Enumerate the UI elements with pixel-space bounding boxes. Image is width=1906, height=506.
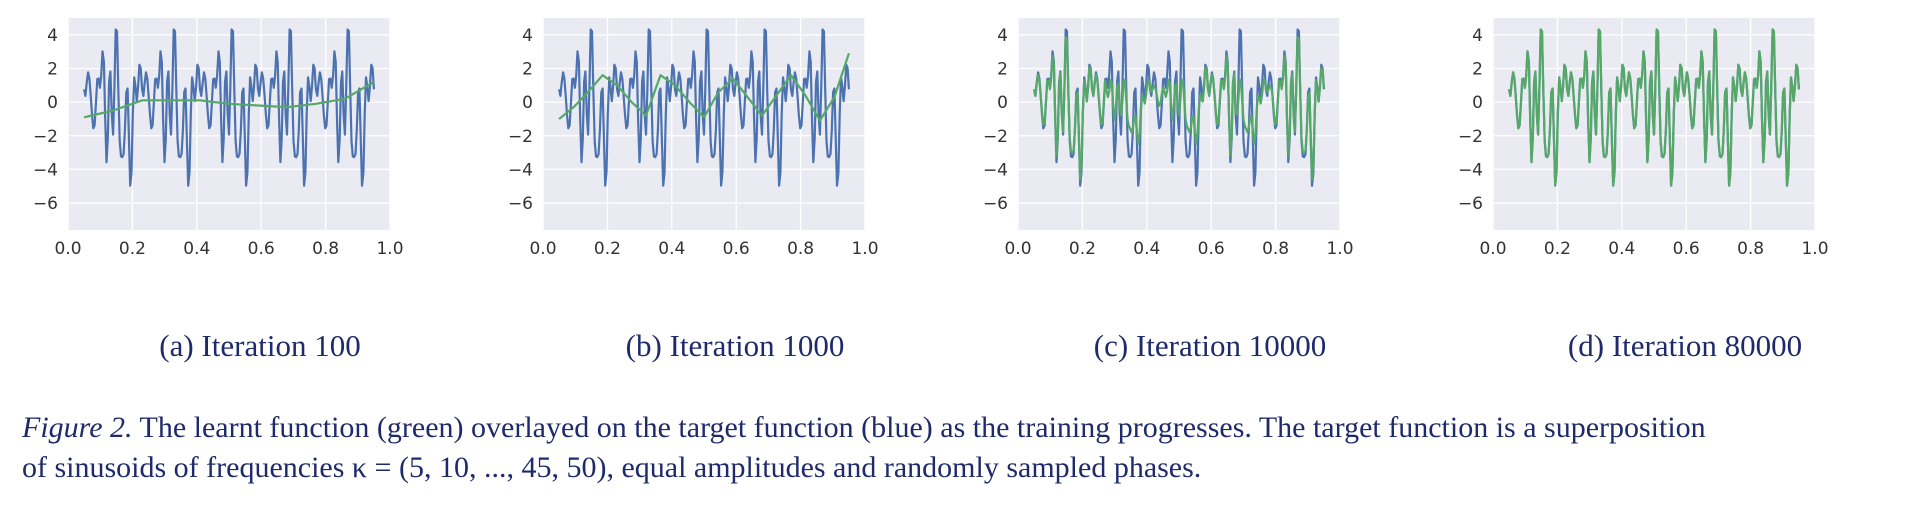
x-tick-label: 0.4	[1133, 239, 1160, 259]
chart-b: 0.0 0.2 0.4 0.6 0.8 1.0 4 2 0 −2 −4 −6	[508, 18, 879, 259]
y-tick-label: 2	[1472, 59, 1483, 79]
y-tick-label: 2	[47, 59, 58, 79]
chart-c: 0.0 0.2 0.4 0.6 0.8 1.0 4 2 0 −2 −4 −6	[983, 18, 1354, 259]
y-tick-label: −2	[508, 127, 533, 147]
chart-d: 0.0 0.2 0.4 0.6 0.8 1.0 4 2 0 −2 −4 −6	[1458, 18, 1829, 259]
x-tick-label: 0.6	[1673, 239, 1700, 259]
subcaption-b: (b) Iteration 1000	[625, 328, 845, 363]
chart-a: 0.0 0.2 0.4 0.6 0.8 1.0 4 2 0 −2 −4 −6	[33, 18, 404, 259]
x-tick-label: 0.4	[658, 239, 685, 259]
y-tick-label: −2	[983, 127, 1008, 147]
y-tick-label: 2	[522, 59, 533, 79]
x-tick-label: 0.0	[54, 239, 81, 259]
learnt-function-line	[1033, 36, 1325, 181]
x-tick-label: 0.8	[1737, 239, 1764, 259]
figure-label: Figure 2.	[22, 411, 133, 444]
y-tick-label: 0	[1472, 93, 1483, 113]
figure-caption-line2: of sinusoids of frequencies κ = (5, 10, …	[22, 451, 1202, 484]
y-tick-label: −4	[983, 160, 1008, 180]
target-function-line	[83, 28, 375, 187]
y-tick-label: 4	[997, 26, 1008, 46]
y-tick-label: 0	[47, 93, 58, 113]
y-tick-label: −4	[33, 160, 58, 180]
x-tick-label: 0.8	[787, 239, 814, 259]
x-tick-label: 1.0	[1801, 239, 1828, 259]
y-tick-label: −6	[33, 194, 58, 214]
x-tick-label: 0.2	[119, 239, 146, 259]
y-tick-label: −2	[1458, 127, 1483, 147]
learnt-function-line	[558, 52, 850, 122]
y-tick-label: −6	[1458, 194, 1483, 214]
x-tick-label: 1.0	[1326, 239, 1353, 259]
y-tick-label: −6	[983, 194, 1008, 214]
y-tick-label: −2	[33, 127, 58, 147]
learnt-function-line	[83, 80, 375, 119]
subcaption-a: (a) Iteration 100	[159, 328, 361, 363]
y-tick-label: 0	[522, 93, 533, 113]
y-tick-label: 4	[1472, 26, 1483, 46]
y-tick-label: 0	[997, 93, 1008, 113]
y-tick-label: −6	[508, 194, 533, 214]
x-tick-label: 0.0	[1004, 239, 1031, 259]
x-tick-label: 0.2	[594, 239, 621, 259]
y-tick-label: −4	[1458, 160, 1483, 180]
x-tick-label: 0.2	[1069, 239, 1096, 259]
chart-panel-c: 0.0 0.2 0.4 0.6 0.8 1.0 4 2 0 −2 −4 −6	[970, 10, 1410, 315]
y-tick-label: 2	[997, 59, 1008, 79]
figure-caption: Figure 2. The learnt function (green) ov…	[22, 408, 1892, 488]
subcaption-c: (c) Iteration 10000	[1093, 328, 1327, 363]
x-tick-label: 0.4	[183, 239, 210, 259]
x-tick-label: 0.0	[529, 239, 556, 259]
x-tick-label: 1.0	[851, 239, 878, 259]
x-tick-label: 0.6	[723, 239, 750, 259]
x-tick-label: 0.8	[312, 239, 339, 259]
x-tick-label: 0.6	[1198, 239, 1225, 259]
chart-panel-b: 0.0 0.2 0.4 0.6 0.8 1.0 4 2 0 −2 −4 −6	[495, 10, 935, 315]
y-tick-label: 4	[47, 26, 58, 46]
figure-caption-line1: The learnt function (green) overlayed on…	[132, 411, 1706, 444]
x-tick-label: 0.8	[1262, 239, 1289, 259]
x-tick-label: 0.0	[1479, 239, 1506, 259]
x-tick-label: 0.2	[1544, 239, 1571, 259]
y-tick-label: −4	[508, 160, 533, 180]
x-tick-label: 1.0	[376, 239, 403, 259]
x-tick-label: 0.6	[248, 239, 275, 259]
learnt-function-line	[1508, 28, 1800, 187]
chart-panel-d: 0.0 0.2 0.4 0.6 0.8 1.0 4 2 0 −2 −4 −6	[1445, 10, 1885, 315]
target-function-line	[558, 28, 850, 187]
chart-panel-a: 0.0 0.2 0.4 0.6 0.8 1.0 4 2 0 −2 −4 −6	[20, 10, 460, 315]
subcaption-d: (d) Iteration 80000	[1567, 328, 1803, 363]
x-tick-label: 0.4	[1608, 239, 1635, 259]
y-tick-label: 4	[522, 26, 533, 46]
